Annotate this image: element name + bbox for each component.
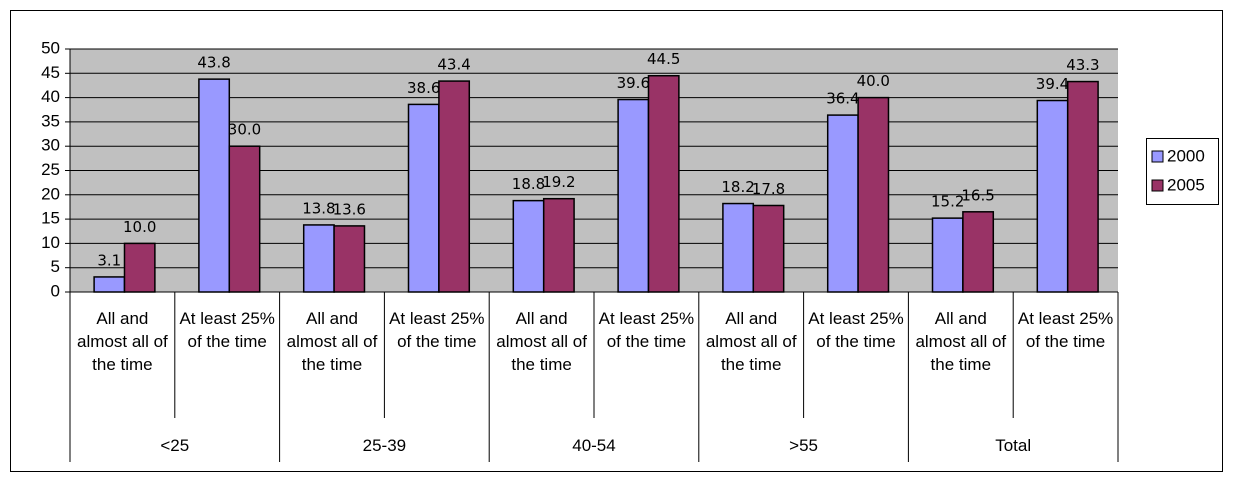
- data-label: 38.6: [407, 79, 440, 97]
- bar: [647, 74, 680, 293]
- data-label: 15.2: [931, 193, 964, 211]
- bar: [617, 98, 650, 293]
- bar: [931, 217, 964, 293]
- data-label: 18.8: [512, 175, 545, 193]
- y-tick-label: 50: [41, 38, 60, 57]
- bar: [826, 114, 859, 293]
- legend-label: 2000: [1167, 146, 1205, 165]
- bar: [857, 96, 890, 293]
- data-label: 13.8: [302, 199, 335, 217]
- bar: [123, 242, 156, 293]
- bar: [1066, 80, 1099, 293]
- data-label: 30.0: [228, 121, 261, 139]
- x-tick-label: All and almost all of the time: [286, 309, 378, 374]
- y-tick-label: 20: [41, 184, 60, 203]
- y-tick-label: 40: [41, 87, 60, 106]
- group-label: <25: [160, 436, 190, 455]
- y-tick-label: 35: [41, 111, 60, 130]
- data-label: 13.6: [333, 200, 366, 218]
- legend-label: 2005: [1167, 175, 1205, 194]
- bar: [302, 224, 335, 293]
- y-tick-label: 5: [51, 257, 60, 276]
- bar: [228, 145, 261, 293]
- bar: [407, 103, 440, 293]
- data-label: 39.4: [1036, 75, 1069, 93]
- data-label: 17.8: [752, 180, 785, 198]
- group-label: 40-54: [572, 436, 616, 455]
- data-label: 19.2: [542, 173, 575, 191]
- group-label: 25-39: [362, 436, 407, 455]
- data-label: 40.0: [857, 72, 890, 90]
- group-label: Total: [995, 436, 1032, 455]
- bar: [542, 197, 575, 293]
- legend-swatch: [1151, 179, 1164, 192]
- x-tick-label: All and almost all of the time: [496, 309, 587, 374]
- y-tick-label: 0: [51, 281, 60, 300]
- y-tick-label: 10: [41, 233, 60, 252]
- data-label: 10.0: [123, 218, 156, 236]
- x-tick-label: At least 25% of the time: [808, 309, 904, 351]
- x-tick-label: At least 25% of the time: [598, 309, 695, 351]
- data-label: 36.4: [826, 90, 859, 108]
- x-tick-label: At least 25% of the time: [179, 309, 275, 351]
- bar: [198, 78, 231, 293]
- x-tick-label: All and almost all of the time: [77, 309, 168, 374]
- bar: [962, 211, 995, 293]
- bar: [438, 80, 471, 293]
- y-tick-label: 15: [41, 209, 60, 228]
- bar: [93, 276, 126, 293]
- data-label: 43.3: [1066, 56, 1099, 74]
- y-tick-label: 45: [41, 63, 60, 82]
- x-tick-label: At least 25% of the time: [1017, 309, 1114, 351]
- data-label: 39.6: [617, 74, 650, 92]
- x-tick-label: All and almost all of the time: [705, 309, 797, 374]
- x-tick-label: All and almost all of the time: [915, 309, 1007, 374]
- legend-box: [1146, 138, 1219, 205]
- data-label: 43.8: [197, 54, 230, 72]
- data-label: 3.1: [97, 251, 121, 269]
- data-label: 18.2: [721, 178, 754, 196]
- x-tick-label: At least 25% of the time: [389, 309, 485, 351]
- bar: [722, 202, 755, 293]
- bar: [333, 225, 366, 293]
- data-label: 44.5: [647, 50, 680, 68]
- legend-swatch: [1151, 150, 1164, 163]
- bar: [512, 199, 545, 293]
- bar: [752, 204, 785, 293]
- y-tick-label: 25: [41, 160, 60, 179]
- data-label: 16.5: [961, 186, 994, 204]
- data-label: 43.4: [437, 56, 470, 74]
- bar: [1036, 99, 1069, 293]
- group-label: >55: [789, 436, 819, 455]
- y-tick-label: 30: [41, 136, 60, 155]
